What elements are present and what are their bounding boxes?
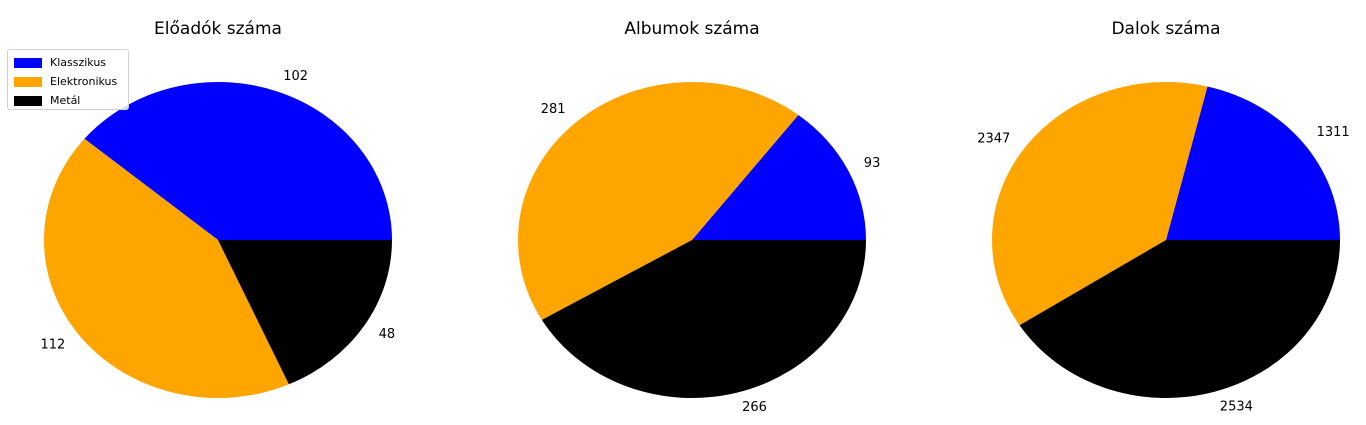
slice-value-label: 1311	[1317, 125, 1350, 140]
legend-item-metal: Metál	[14, 91, 122, 110]
legend-item-elektronikus: Elektronikus	[14, 72, 122, 91]
slice-value-label: 281	[541, 102, 566, 117]
pie-slice-elektronikus	[517, 82, 799, 320]
pie-slice-met-l	[1019, 240, 1340, 398]
pie-slice-elektronikus	[43, 138, 289, 399]
pie-artists: 102 112 48	[40, 69, 396, 399]
legend-swatch	[14, 95, 42, 106]
chart-title: Előadók száma	[154, 19, 282, 39]
pie-chart-albums: Albumok száma 93 281 266	[517, 19, 881, 415]
slice-value-label: 93	[864, 156, 881, 171]
slice-value-label: 48	[379, 327, 396, 342]
slice-value-label: 266	[742, 400, 767, 415]
legend: Klasszikus Elektronikus Metál	[7, 49, 129, 110]
pie-slice-klasszikus	[1166, 86, 1340, 240]
pie-chart-artists: Előadók száma 102 112 48	[40, 19, 396, 399]
pie-slice-klasszikus	[692, 114, 866, 240]
pie-slice-met-l	[541, 240, 866, 399]
slice-value-label: 102	[283, 69, 308, 84]
pie-chart-songs: Dalok száma 1311 2347 2534	[977, 19, 1349, 414]
pie-songs: 1311 2347 2534	[977, 82, 1350, 414]
legend-label: Elektronikus	[50, 75, 118, 88]
chart-title: Dalok száma	[1111, 19, 1220, 39]
pie-slice-elektronikus	[992, 82, 1208, 326]
pie-slice-met-l	[218, 240, 392, 385]
pie-slice-klasszikus	[84, 81, 392, 240]
legend-label: Metál	[50, 94, 81, 107]
chart-title: Albumok száma	[624, 19, 759, 39]
slice-value-label: 2347	[977, 131, 1010, 146]
pie-albums: 93 281 266	[517, 82, 881, 415]
legend-swatch	[14, 76, 42, 87]
slice-value-label: 112	[40, 337, 65, 352]
legend-swatch	[14, 57, 42, 68]
legend-label: Klasszikus	[50, 56, 107, 69]
slice-value-label: 2534	[1220, 399, 1253, 414]
legend-item-klasszikus: Klasszikus	[14, 53, 122, 72]
